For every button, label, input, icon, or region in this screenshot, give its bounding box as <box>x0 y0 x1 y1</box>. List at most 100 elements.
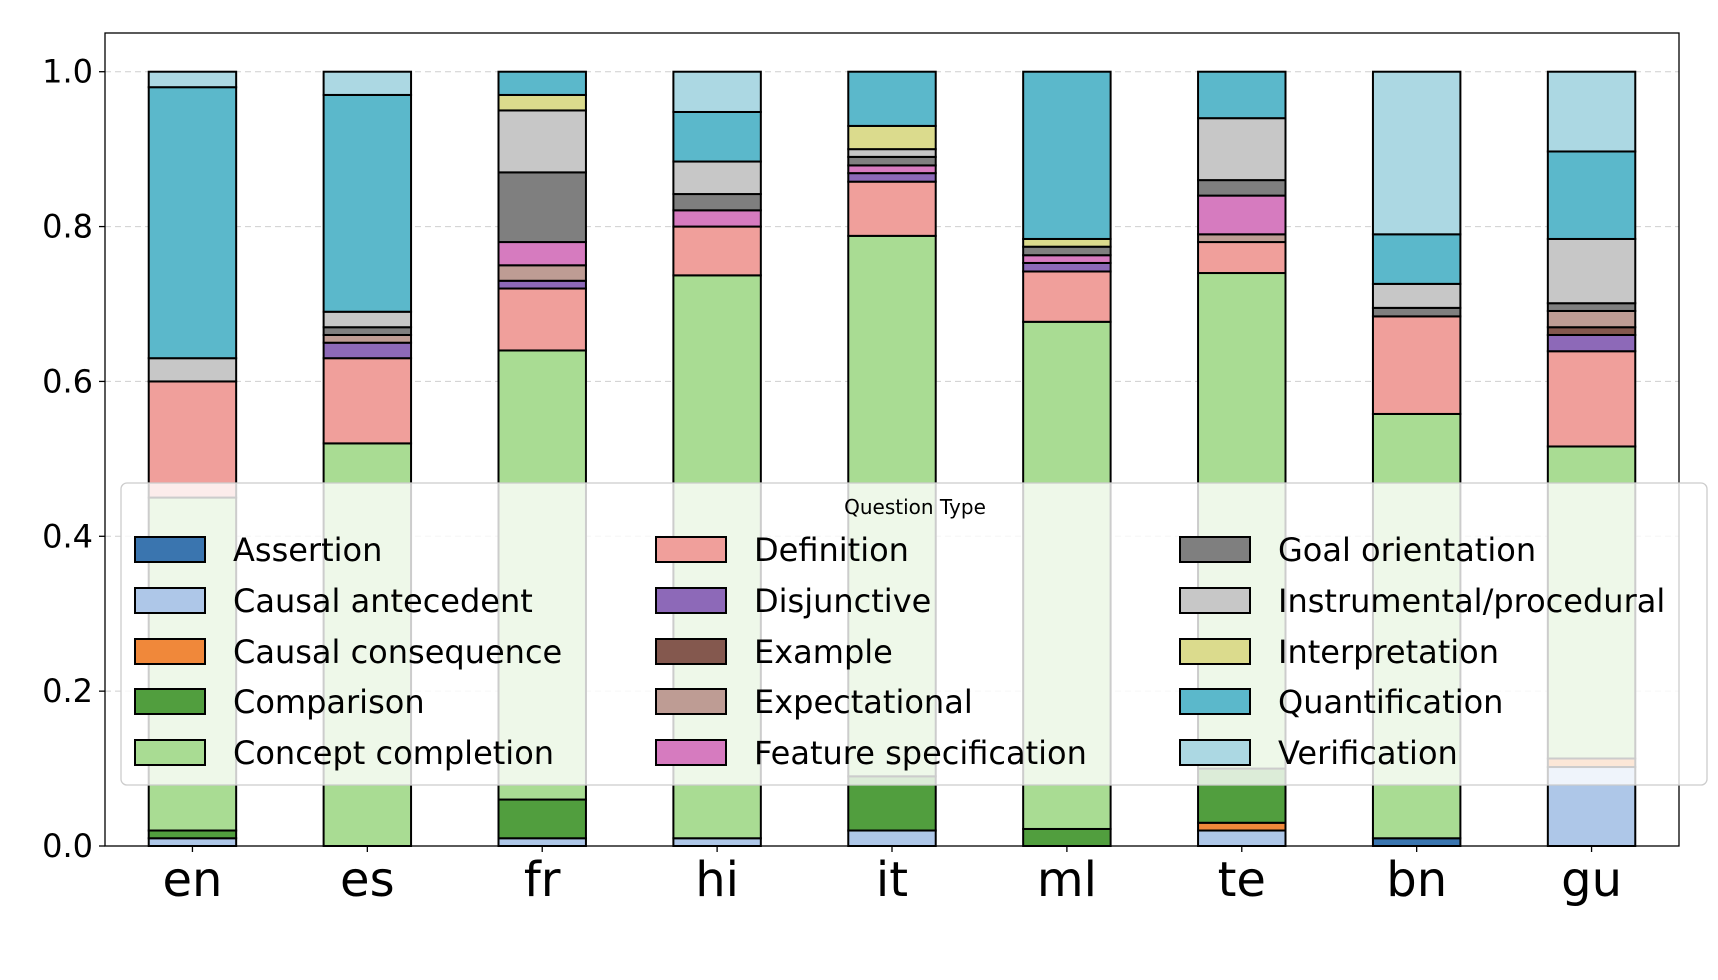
legend-swatch <box>134 638 206 665</box>
bar-segment-bn-instrumental-procedural <box>1371 282 1462 309</box>
legend-swatch <box>1179 536 1251 563</box>
bar-segment-en-comparison <box>147 829 238 840</box>
bar-segment-te-expectational <box>1197 233 1287 244</box>
bar-segment-gu-example <box>1546 326 1637 336</box>
x-tick-label: it <box>876 852 908 908</box>
legend-item: Comparison <box>134 683 425 721</box>
legend-item: Expectational <box>655 683 973 721</box>
legend-item: Causal antecedent <box>134 582 533 620</box>
bar-segment-bn-definition <box>1371 315 1462 415</box>
legend-label: Example <box>754 633 893 671</box>
bar-segment-gu-definition <box>1546 350 1637 448</box>
bar-segment-te-causal-antecedent <box>1197 829 1287 847</box>
legend-label: Assertion <box>233 531 382 569</box>
bar-segment-bn-goal-orientation <box>1371 306 1462 318</box>
bar-segment-ml-comparison <box>1022 827 1112 847</box>
y-axis: 0.0 0.2 0.4 0.6 0.8 1.0 <box>42 53 105 865</box>
bar-segment-en-instrumental-procedural <box>147 357 238 383</box>
bar-segment-gu-quantification <box>1546 150 1637 240</box>
y-tick-label: 0.8 <box>42 208 93 246</box>
legend-frame <box>120 482 1708 786</box>
bar-segment-es-definition <box>322 357 413 445</box>
bar-segment-es-expectational <box>322 333 413 344</box>
legend-item: Quantification <box>1179 683 1503 721</box>
bar-segment-en-verification <box>147 70 238 89</box>
legend-label: Causal antecedent <box>233 582 533 620</box>
bar-segment-fr-instrumental-procedural <box>497 109 587 174</box>
bar-segment-ml-feature-specification <box>1022 254 1112 264</box>
bar-segment-ml-definition <box>1022 270 1112 323</box>
legend-item: Feature specification <box>655 734 1087 772</box>
legend-item: Interpretation <box>1179 633 1499 671</box>
legend-swatch <box>1179 739 1251 766</box>
legend-swatch <box>1179 587 1251 614</box>
legend-label: Quantification <box>1278 683 1503 721</box>
bar-segment-te-quantification <box>1197 70 1287 120</box>
y-tick-label: 1.0 <box>42 53 93 91</box>
bar-segment-fr-interpretation <box>497 93 587 112</box>
legend-label: Verification <box>1278 734 1458 772</box>
bar-segment-it-goal-orientation <box>847 155 937 167</box>
bar-segment-te-causal-consequence <box>1197 821 1287 832</box>
bar-segment-hi-feature-specification <box>672 209 762 228</box>
bar-segment-gu-disjunctive <box>1546 333 1637 353</box>
bar-segment-te-instrumental-procedural <box>1197 117 1287 182</box>
bar-segment-it-definition <box>847 180 937 237</box>
bar-segment-ml-goal-orientation <box>1022 245 1112 257</box>
bar-segment-hi-quantification <box>672 110 762 163</box>
legend-label: Expectational <box>754 683 973 721</box>
bar-segment-bn-verification <box>1371 70 1462 236</box>
bar-segment-it-quantification <box>847 70 937 127</box>
x-tick-label: ml <box>1037 852 1097 908</box>
bar-segment-te-feature-specification <box>1197 194 1287 236</box>
y-tick-label: 0.4 <box>42 517 93 555</box>
x-tick-label: es <box>340 852 395 908</box>
bar-segment-fr-causal-antecedent <box>497 837 587 847</box>
legend-label: Instrumental/procedural <box>1278 582 1665 620</box>
bar-segment-hi-verification <box>672 70 762 113</box>
bar-segment-te-goal-orientation <box>1197 179 1287 197</box>
legend-item: Causal consequence <box>134 633 562 671</box>
x-tick-label: hi <box>695 852 739 908</box>
bar-segment-hi-causal-antecedent <box>672 837 762 847</box>
legend-swatch <box>655 587 727 614</box>
legend-title: Question Type <box>844 495 986 519</box>
legend-label: Interpretation <box>1278 633 1499 671</box>
bar-segment-hi-goal-orientation <box>672 193 762 212</box>
legend-item: Definition <box>655 531 909 569</box>
x-tick-label: fr <box>524 852 561 908</box>
bar-segment-it-interpretation <box>847 124 937 151</box>
legend-swatch <box>134 536 206 563</box>
bar-segment-hi-instrumental-procedural <box>672 160 762 196</box>
legend-item: Concept completion <box>134 734 554 772</box>
bar-segment-hi-definition <box>672 225 762 277</box>
legend-swatch <box>134 587 206 614</box>
bar-segment-ml-disjunctive <box>1022 261 1112 273</box>
legend-label: Feature specification <box>754 734 1087 772</box>
legend-item: Example <box>655 633 893 671</box>
legend-item: Disjunctive <box>655 582 931 620</box>
legend-swatch <box>134 739 206 766</box>
bar-segment-fr-expectational <box>497 264 587 282</box>
legend-label: Goal orientation <box>1278 531 1536 569</box>
x-tick-label: bn <box>1386 852 1447 908</box>
legend-item: Goal orientation <box>1179 531 1536 569</box>
bar-segment-es-disjunctive <box>322 341 413 360</box>
bar-segment-en-quantification <box>147 86 238 360</box>
x-tick-label: te <box>1218 852 1266 908</box>
bar-segment-es-goal-orientation <box>322 326 413 336</box>
legend-swatch <box>655 688 727 715</box>
legend-label: Disjunctive <box>754 582 931 620</box>
legend-swatch <box>134 688 206 715</box>
legend-item: Verification <box>1179 734 1458 772</box>
bar-segment-gu-expectational <box>1546 309 1637 329</box>
bar-segment-en-causal-antecedent <box>147 837 238 847</box>
bar-segment-fr-feature-specification <box>497 241 587 267</box>
legend-swatch <box>655 536 727 563</box>
legend-swatch <box>1179 688 1251 715</box>
bar-segment-it-disjunctive <box>847 172 937 183</box>
y-tick-label: 0.6 <box>42 362 93 400</box>
legend-swatch <box>655 638 727 665</box>
bar-segment-gu-verification <box>1546 70 1637 153</box>
